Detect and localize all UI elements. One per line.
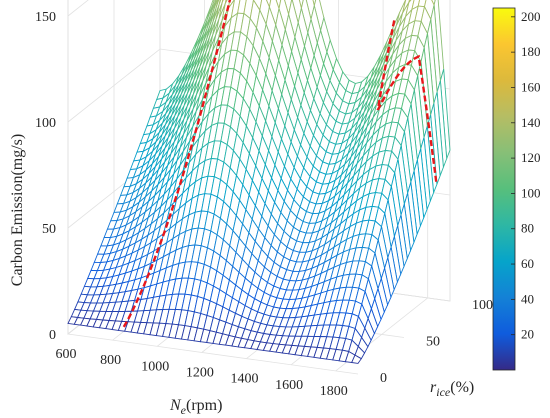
colorbar-tick-label: 180 <box>521 44 541 59</box>
surface-mesh <box>67 0 451 364</box>
colorbar-tick-label: 160 <box>521 79 541 94</box>
colorbar-tick-label: 80 <box>521 221 534 236</box>
colorbar-tick-label: 20 <box>521 327 534 342</box>
optimal-lines <box>122 0 438 328</box>
x-tick-label: 1400 <box>230 372 258 387</box>
colorbar-tick-label: 200 <box>521 9 541 24</box>
y-axis-label: rice(%) <box>430 379 474 399</box>
y-tick-label: 0 <box>380 371 387 386</box>
surface-cell <box>298 0 304 9</box>
y-axis-label-sub: ice <box>436 385 451 399</box>
y-axis-label-main: r <box>430 379 437 396</box>
x-axis-label-rest: (rpm) <box>186 397 222 414</box>
colorbar-tick-label: 60 <box>521 256 534 271</box>
x-tick-label: 600 <box>56 347 77 362</box>
optimal-line <box>122 0 232 328</box>
surface-cell <box>351 354 362 364</box>
z-tick-label: 50 <box>42 222 56 237</box>
y-tick-label: 50 <box>426 335 440 350</box>
colorbar-tick-label: 140 <box>521 115 541 130</box>
z-tick-label: 0 <box>49 328 56 343</box>
y-tick-label: 100 <box>472 298 493 313</box>
x-axis-label-main: N <box>169 397 182 414</box>
y-axis-label-rest: (%) <box>450 379 474 396</box>
colorbar-tick-label: 40 <box>521 291 534 306</box>
z-tick-label: 150 <box>35 10 56 25</box>
x-axis-label-sub: e <box>181 403 187 417</box>
x-tick-label: 1600 <box>275 378 303 393</box>
x-tick-label: 1800 <box>320 384 348 399</box>
x-tick-label: 1000 <box>141 359 169 374</box>
colorbar: 20 40 60 80 100 120 140 160 180 200 <box>492 7 541 371</box>
colorbar-gradient <box>492 7 516 371</box>
optimal-line <box>376 20 396 111</box>
x-tick-label: 1200 <box>186 365 214 380</box>
z-tick-label: 100 <box>35 116 56 131</box>
x-axis-label: Ne(rpm) <box>169 397 222 417</box>
z-axis-label: Carbon Emission(mg/s) <box>9 134 26 286</box>
optimal-line <box>376 54 438 182</box>
axis-ticks: 0501001502002506008001000120014001600180… <box>35 10 493 399</box>
colorbar-tick-label: 100 <box>521 185 541 200</box>
colorbar-tick-label: 120 <box>521 150 541 165</box>
x-tick-label: 800 <box>100 353 121 368</box>
y-grid-line <box>67 0 359 375</box>
